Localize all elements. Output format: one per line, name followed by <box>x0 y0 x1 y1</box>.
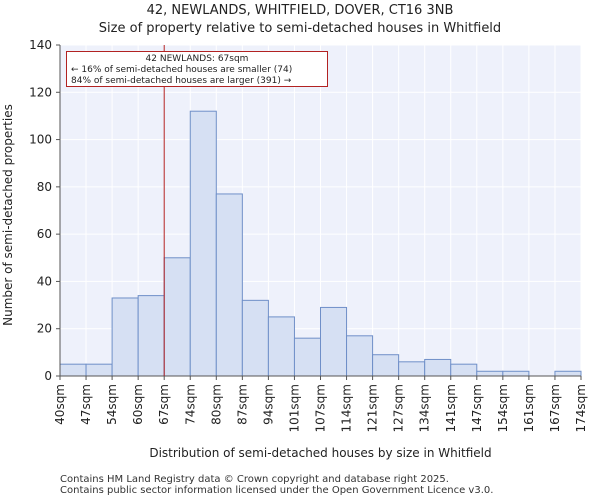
bar <box>398 361 426 377</box>
bar <box>85 363 113 377</box>
bar <box>267 316 295 377</box>
x-tick-label: 114sqm <box>340 384 354 432</box>
x-tick-label: 101sqm <box>287 384 301 432</box>
chart-subtitle: Size of property relative to semi-detach… <box>98 21 502 36</box>
x-tick-label: 54sqm <box>105 384 119 425</box>
y-tick-label: 0 <box>44 369 52 383</box>
bar <box>111 297 139 377</box>
x-tick-label: 60sqm <box>131 384 145 425</box>
x-tick-label: 127sqm <box>392 384 406 432</box>
footer-line-1: Contains HM Land Registry data © Crown c… <box>60 474 449 485</box>
x-tick-label: 167sqm <box>548 384 562 432</box>
y-tick-label: 100 <box>29 133 52 147</box>
footer-line-2: Contains public sector information licen… <box>60 485 494 496</box>
bar <box>215 193 243 377</box>
annotation-line-2: ← 16% of semi-detached houses are smalle… <box>71 65 293 75</box>
x-tick-label: 154sqm <box>496 384 510 432</box>
annotation-box: 42 NEWLANDS: 67sqm ← 16% of semi-detache… <box>66 51 328 87</box>
bar <box>189 110 217 377</box>
bar <box>346 335 374 377</box>
bar <box>137 295 165 377</box>
bar <box>476 370 504 377</box>
y-tick-label: 40 <box>37 274 52 288</box>
x-tick-label: 174sqm <box>574 384 588 432</box>
y-axis-label: Number of semi-detached properties <box>1 104 15 326</box>
y-tick-label: 20 <box>37 322 52 336</box>
x-tick-label: 141sqm <box>444 384 458 432</box>
bar <box>241 299 269 377</box>
x-tick-label: 161sqm <box>522 384 536 432</box>
y-tick-label: 80 <box>37 180 52 194</box>
bar <box>372 354 400 377</box>
bar <box>59 363 87 377</box>
x-tick-label: 40sqm <box>53 384 67 425</box>
annotation-line-3: 84% of semi-detached houses are larger (… <box>71 76 292 86</box>
bar <box>424 358 452 377</box>
x-tick-label: 134sqm <box>418 384 432 432</box>
x-tick-label: 80sqm <box>209 384 223 425</box>
x-tick-label: 74sqm <box>183 384 197 425</box>
chart-title: 42, NEWLANDS, WHITFIELD, DOVER, CT16 3NB <box>146 3 454 18</box>
x-tick-label: 121sqm <box>366 384 380 432</box>
bar <box>293 337 322 377</box>
y-tick-label: 140 <box>29 38 52 52</box>
x-tick-label: 87sqm <box>235 384 249 425</box>
x-tick-label: 94sqm <box>261 384 275 425</box>
bar <box>163 257 191 377</box>
x-axis-label: Distribution of semi-detached houses by … <box>149 446 492 460</box>
y-tick-label: 60 <box>37 227 52 241</box>
bar <box>450 363 478 377</box>
annotation-line-1: 42 NEWLANDS: 67sqm <box>145 54 249 64</box>
x-tick-label: 67sqm <box>157 384 171 425</box>
bar <box>502 370 530 377</box>
y-tick-label: 120 <box>29 85 52 99</box>
x-tick-label: 147sqm <box>470 384 484 432</box>
bar <box>320 306 348 377</box>
bar <box>554 370 582 377</box>
x-tick-label: 47sqm <box>79 384 93 425</box>
x-tick-label: 107sqm <box>314 384 328 432</box>
